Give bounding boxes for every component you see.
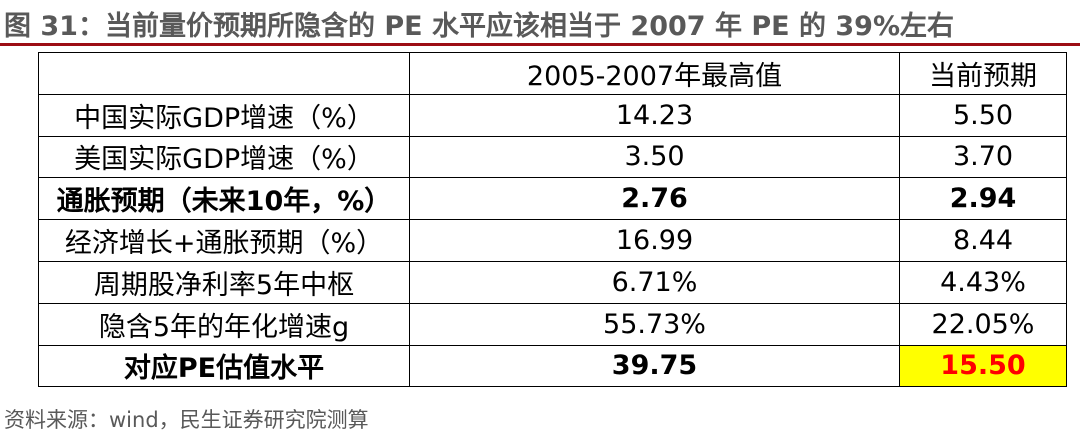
cell-max-2005-2007: 2.76: [409, 177, 900, 221]
cell-current: 8.44: [899, 219, 1067, 262]
table-row: 隐含5年的年化增速g 55.73% 22.05%: [38, 302, 1067, 346]
table-header-row: 2005-2007年最高值 当前预期: [38, 52, 1067, 95]
row-label: 对应PE估值水平: [38, 344, 410, 388]
cell-max-2005-2007: 6.71%: [409, 260, 900, 304]
figure-title-bar: 图 31：当前量价预期所隐含的 PE 水平应该相当于 2007 年 PE 的 3…: [0, 0, 1080, 46]
data-table: 2005-2007年最高值 当前预期 中国实际GDP增速（%） 14.23 5.…: [38, 52, 1067, 388]
table-row: 经济增长+通胀预期（%） 16.99 8.44: [38, 219, 1067, 262]
row-label: 美国实际GDP增速（%）: [38, 135, 410, 179]
row-label: 中国实际GDP增速（%）: [38, 93, 410, 137]
highlighted-current-pe-cell: 15.50: [899, 344, 1067, 388]
cell-max-2005-2007: 14.23: [409, 93, 900, 137]
cell-current: 2.94: [899, 177, 1067, 221]
cell-max-2005-2007: 55.73%: [409, 302, 900, 346]
cell-max-2005-2007: 3.50: [409, 135, 900, 179]
cell-current: 22.05%: [899, 302, 1067, 346]
header-cell-current: 当前预期: [899, 52, 1067, 95]
cell-max-2005-2007: 39.75: [409, 344, 900, 388]
row-label: 经济增长+通胀预期（%）: [38, 219, 410, 262]
table-row: 美国实际GDP增速（%） 3.50 3.70: [38, 135, 1067, 179]
cell-current: 4.43%: [899, 260, 1067, 304]
cell-current: 3.70: [899, 135, 1067, 179]
table-row-inflation-expectation: 通胀预期（未来10年，%） 2.76 2.94: [38, 177, 1067, 221]
highlighted-current-pe-value: 15.50: [940, 350, 1026, 382]
cell-current: 5.50: [899, 93, 1067, 137]
header-cell-max-2005-2007: 2005-2007年最高值: [409, 52, 900, 95]
cell-max-2005-2007: 16.99: [409, 219, 900, 262]
header-cell-blank: [38, 52, 410, 95]
table-row-pe-valuation: 对应PE估值水平 39.75 15.50: [38, 344, 1067, 388]
row-label: 通胀预期（未来10年，%）: [38, 177, 410, 221]
table-row: 中国实际GDP增速（%） 14.23 5.50: [38, 93, 1067, 137]
figure-title: 图 31：当前量价预期所隐含的 PE 水平应该相当于 2007 年 PE 的 3…: [4, 11, 955, 42]
source-note: 资料来源：wind，民生证券研究院测算: [4, 408, 369, 432]
table-row: 周期股净利率5年中枢 6.71% 4.43%: [38, 260, 1067, 304]
row-label: 周期股净利率5年中枢: [38, 260, 410, 304]
row-label: 隐含5年的年化增速g: [38, 302, 410, 346]
